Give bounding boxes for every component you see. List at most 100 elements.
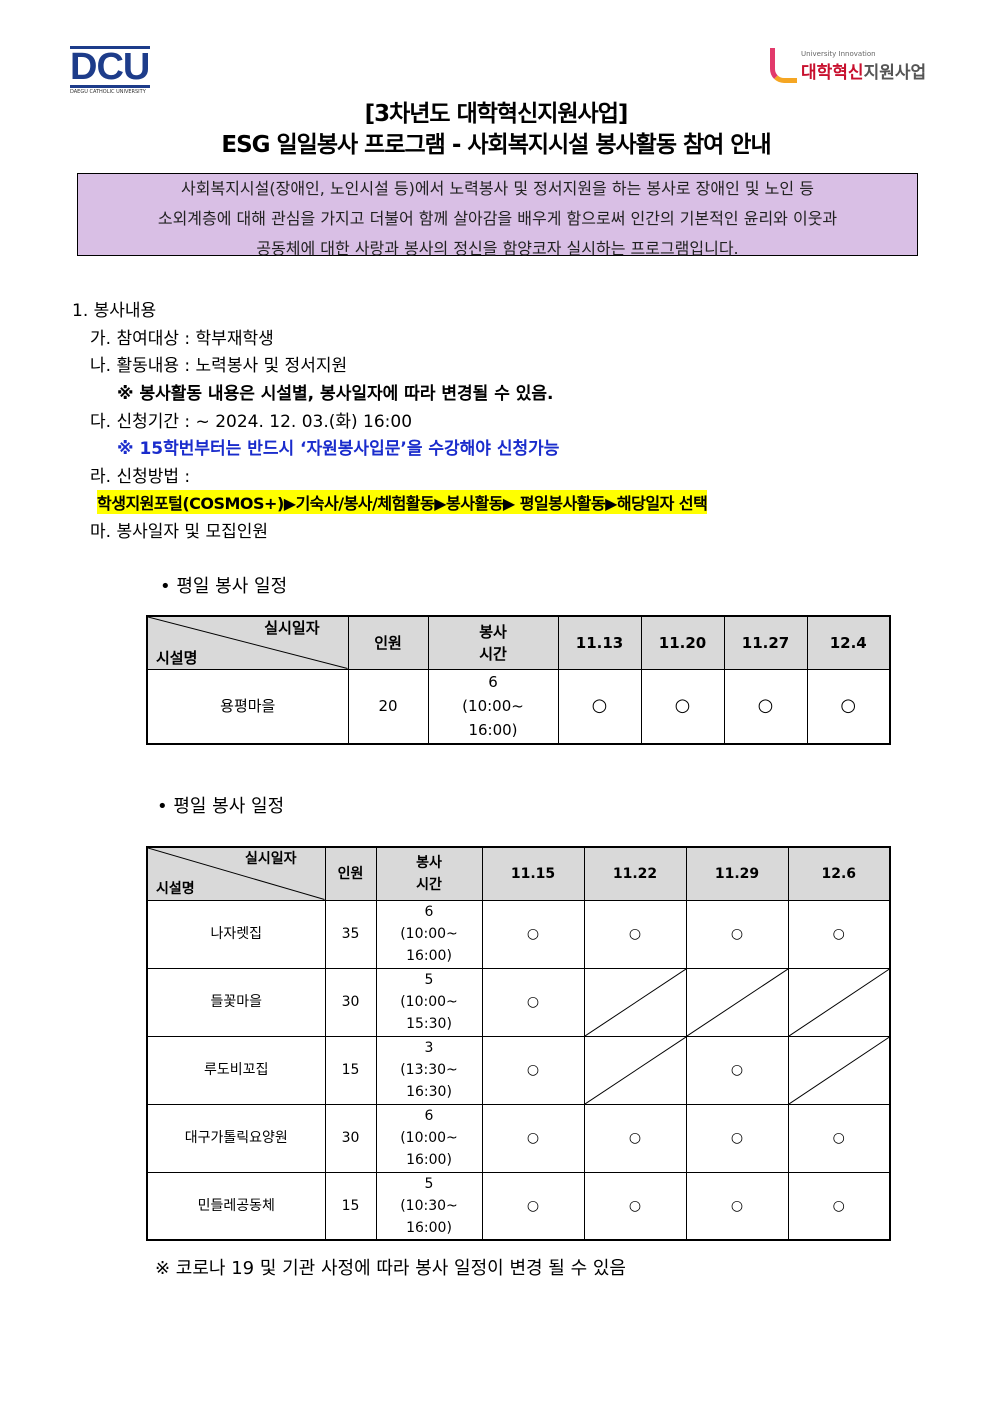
intro-line: 공동체에 대한 사랑과 봉사의 정신을 함양코자 실시하는 프로그램입니다. <box>256 239 739 258</box>
time-line: 16:30) <box>406 1084 452 1100</box>
time-line: 6 <box>424 1108 434 1124</box>
header-date: 11.20 <box>640 615 725 670</box>
time-line: 16:00) <box>406 1152 452 1168</box>
time-end: 16:00) <box>468 721 518 740</box>
available-mark: ○ <box>481 1035 585 1105</box>
available-mark: ○ <box>481 1103 585 1173</box>
time-cell: 3 (13:30~ 16:30) <box>375 1035 483 1105</box>
available-mark: ○ <box>685 1035 789 1105</box>
facility-name: 들꽃마을 <box>146 967 326 1037</box>
time-start: (10:00~ <box>462 697 524 716</box>
schedule-table-2: 실시일자 시설명 인원 봉사 시간 11.15 11.22 11.29 12.6 … <box>146 846 891 1241</box>
available-mark: ○ <box>557 668 642 745</box>
header-date: 11.27 <box>723 615 808 670</box>
hours: 6 <box>488 673 498 692</box>
available-mark: ○ <box>583 1103 687 1173</box>
header-date: 11.15 <box>481 846 585 901</box>
header-date-label: 실시일자 <box>264 619 320 637</box>
facility-name: 용평마을 <box>146 668 349 745</box>
header-people: 인원 <box>347 615 429 670</box>
ui-logo-small: University Innovation <box>801 50 876 58</box>
header-time: 봉사 시간 <box>375 846 483 901</box>
facility-name: 나자렛집 <box>146 899 326 969</box>
time-line: (10:00~ <box>400 994 458 1010</box>
dcu-logo-subtext: DAEGU CATHOLIC UNIVERSITY <box>70 89 146 95</box>
people-count: 15 <box>324 1035 377 1105</box>
ui-logo-mark-icon <box>770 48 797 83</box>
item-activity: 나. 활동내용 : 노력봉사 및 정서지원 <box>90 356 348 376</box>
unavailable-slash-cell <box>583 967 687 1037</box>
unavailable-slash-cell <box>685 967 789 1037</box>
people-count: 20 <box>347 668 429 745</box>
title-line-2: ESG 일일봉사 프로그램 - 사회복지시설 봉사활동 참여 안내 <box>221 132 771 158</box>
time-line: 3 <box>424 1040 434 1056</box>
available-mark: ○ <box>787 1171 891 1241</box>
time-line: 16:00) <box>406 1219 452 1236</box>
unavailable-slash-cell <box>787 1035 891 1105</box>
facility-name: 루도비꼬집 <box>146 1035 326 1105</box>
time-line: (10:00~ <box>400 1130 458 1146</box>
time-cell: 6 (10:00~ 16:00) <box>375 899 483 969</box>
activity-note: ※ 봉사활동 내용은 시설별, 봉사일자에 따라 변경될 수 있음. <box>117 384 554 404</box>
ui-logo-grey: 지원사업 <box>863 63 927 83</box>
item-period: 다. 신청기간 : ~ 2024. 12. 03.(화) 16:00 <box>90 412 413 432</box>
intro-box: 사회복지시설(장애인, 노인시설 등)에서 노력봉사 및 정서지원을 하는 봉사… <box>77 173 918 258</box>
header-date: 12.4 <box>806 615 891 670</box>
table1-caption: • 평일 봉사 일정 <box>160 576 288 597</box>
intro-line: 소외계층에 대해 관심을 가지고 더불어 함께 살아감을 배우게 함으로써 인간… <box>157 209 838 228</box>
diagonal-header-cell: 실시일자 시설명 <box>146 615 349 670</box>
item-target: 가. 참여대상 : 학부재학생 <box>90 329 274 349</box>
people-count: 30 <box>324 1103 377 1173</box>
available-mark: ○ <box>806 668 891 745</box>
header-facility-label: 시설명 <box>156 648 198 667</box>
slash-icon <box>585 969 686 1036</box>
available-mark: ○ <box>481 967 585 1037</box>
time-line: (13:30~ <box>400 1062 458 1078</box>
header-time-line: 시간 <box>416 876 442 893</box>
header-time-line: 시간 <box>479 644 507 663</box>
time-line: 6 <box>424 904 434 920</box>
diagonal-header-cell: 실시일자 시설명 <box>146 846 326 901</box>
table-row: 대구가톨릭요양원 30 6 (10:00~ 16:00) ○ ○ ○ ○ <box>146 1103 891 1173</box>
available-mark: ○ <box>685 899 789 969</box>
time-cell: 5 (10:00~ 15:30) <box>375 967 483 1037</box>
available-mark: ○ <box>583 1171 687 1241</box>
slash-icon <box>585 1037 686 1104</box>
table-row: 민들레공동체 15 5 (10:30~ 16:00) ○ ○ ○ ○ <box>146 1171 891 1241</box>
footnote: ※ 코로나 19 및 기관 사정에 따라 봉사 일정이 변경 될 수 있음 <box>155 1258 626 1279</box>
slash-icon <box>789 1037 890 1104</box>
unavailable-slash-cell <box>583 1035 687 1105</box>
header-time-line: 봉사 <box>479 622 507 641</box>
time-line: 5 <box>424 972 434 988</box>
header-date: 11.29 <box>685 846 789 901</box>
available-mark: ○ <box>481 899 585 969</box>
table-header-row: 실시일자 시설명 인원 봉사 시간 11.13 11.20 11.27 12.4 <box>146 615 891 670</box>
header-date-label: 실시일자 <box>244 851 297 867</box>
people-count: 15 <box>324 1171 377 1241</box>
time-cell: 6 (10:00~ 16:00) <box>427 668 559 745</box>
time-cell: 5 (10:30~ 16:00) <box>375 1171 483 1241</box>
table-row: 나자렛집 35 6 (10:00~ 16:00) ○ ○ ○ ○ <box>146 899 891 969</box>
header-date: 11.22 <box>583 846 687 901</box>
facility-name: 민들레공동체 <box>146 1171 326 1241</box>
period-note: ※ 15학번부터는 반드시 ‘자원봉사입문’을 수강해야 신청가능 <box>117 439 560 459</box>
header-facility-label: 시설명 <box>156 880 195 897</box>
method-path: 학생지원포털(COSMOS+)▶기숙사/봉사/체험활동▶봉사활동▶ 평일봉사활동… <box>97 490 708 514</box>
header-people: 인원 <box>324 846 377 901</box>
table-header-row: 실시일자 시설명 인원 봉사 시간 11.15 11.22 11.29 12.6 <box>146 846 891 901</box>
time-line: (10:00~ <box>400 926 458 942</box>
slash-icon <box>789 969 890 1036</box>
unavailable-slash-cell <box>787 967 891 1037</box>
people-count: 35 <box>324 899 377 969</box>
available-mark: ○ <box>685 1171 789 1241</box>
time-line: 16:00) <box>406 948 452 964</box>
available-mark: ○ <box>787 1103 891 1173</box>
table-row: 용평마을 20 6 (10:00~ 16:00) ○ ○ ○ ○ <box>146 668 891 745</box>
people-count: 30 <box>324 967 377 1037</box>
time-line: 5 <box>424 1175 434 1192</box>
slash-icon <box>687 969 788 1036</box>
time-line: 15:30) <box>406 1016 452 1032</box>
available-mark: ○ <box>583 899 687 969</box>
